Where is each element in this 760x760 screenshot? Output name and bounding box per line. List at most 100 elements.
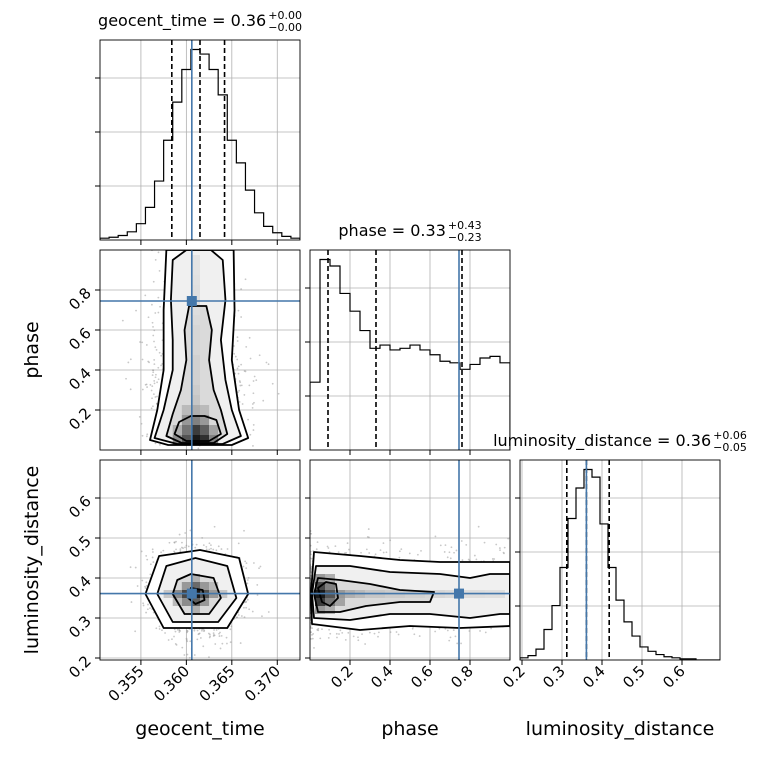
scatter-point (189, 529, 192, 532)
scatter-point (150, 407, 153, 410)
scatter-point (335, 632, 338, 635)
scatter-point (156, 395, 158, 398)
scatter-point (176, 628, 179, 631)
scatter-point (155, 348, 158, 351)
scatter-point (154, 259, 157, 261)
scatter-point (129, 388, 132, 391)
scatter-point (202, 645, 205, 648)
hist-luminosity_distance-frame (519, 459, 721, 661)
scatter-point (244, 601, 247, 604)
scatter-point (193, 654, 196, 656)
scatter-point (328, 628, 331, 631)
scatter-point (338, 633, 340, 635)
scatter-point (337, 551, 340, 553)
scatter-point (219, 647, 222, 650)
scatter-point (159, 443, 161, 446)
scatter-point (225, 636, 228, 639)
title-base: geocent_time = 0.36 (98, 11, 266, 31)
title-phase: phase = 0.33 +0.43−0.23 (338, 219, 481, 244)
scatter-point (253, 375, 256, 378)
title-upper-error: +0.06 (713, 429, 747, 442)
scatter-point (152, 561, 155, 563)
scatter-point (259, 565, 262, 568)
hist-phase-frame (309, 249, 511, 451)
scatter-point (218, 632, 220, 635)
scatter-point (183, 654, 186, 656)
scatter-point (477, 525, 480, 528)
scatter-point (262, 399, 265, 402)
scatter-point (344, 638, 347, 641)
scatter-point (157, 366, 160, 369)
scatter-point (154, 396, 157, 398)
scatter-point (243, 394, 246, 396)
density-cell (190, 405, 200, 415)
hist-panel-geocent_time (100, 40, 300, 240)
scatter-point (154, 442, 157, 445)
scatter-point (130, 601, 133, 603)
scatter-point (413, 633, 416, 636)
scatter-point (327, 547, 330, 549)
scatter-point (153, 329, 156, 332)
hist-step-phase (310, 258, 510, 450)
scatter-point (141, 341, 144, 344)
scatter-point (475, 558, 478, 561)
density-cell (190, 606, 200, 614)
density-cell (190, 345, 200, 355)
scatter-point (247, 418, 249, 421)
scatter-point (213, 634, 216, 637)
scatter-point (252, 429, 255, 431)
scatter-point (310, 570, 312, 573)
scatter-point (186, 640, 189, 643)
scatter-point (243, 616, 246, 619)
hist-panel-luminosity_distance (520, 460, 720, 660)
scatter-point (377, 635, 379, 638)
scatter-point (146, 433, 149, 436)
scatter-point (240, 316, 243, 318)
scatter-point (398, 550, 401, 553)
scatter-point (161, 362, 164, 365)
scatter-point (146, 608, 149, 611)
scatter-point (144, 587, 147, 589)
scatter-point (382, 542, 385, 545)
scatter-point (158, 625, 161, 628)
density-cell (190, 275, 200, 285)
scatter-point (167, 639, 170, 641)
scatter-point (238, 401, 241, 403)
scatter-point (256, 584, 259, 586)
density-cell (190, 395, 200, 405)
scatter-point (201, 629, 203, 632)
density-cell (209, 435, 219, 445)
scatter-point (142, 604, 145, 607)
density-cell (190, 285, 200, 295)
density-cell (200, 405, 210, 415)
scatter-point (173, 628, 176, 631)
scatter-point (188, 656, 191, 659)
scatter-point (153, 363, 156, 366)
scatter-point (154, 376, 157, 379)
scatter-point (443, 551, 446, 553)
scatter-point (310, 553, 312, 556)
scatter-point (336, 636, 338, 639)
scatter-point (256, 594, 259, 596)
scatter-point (248, 384, 251, 387)
scatter-point (397, 633, 400, 636)
scatter-point (153, 380, 156, 382)
scatter-point (220, 634, 223, 637)
scatter-point (244, 278, 247, 281)
scatter-point (149, 607, 151, 610)
scatter-point (449, 636, 452, 639)
scatter-point (456, 642, 459, 645)
title-luminosity_distance: luminosity_distance = 0.36 +0.06−0.05 (493, 429, 747, 454)
title-geocent_time: geocent_time = 0.36 +0.00−0.00 (98, 9, 302, 34)
grid-h-1-1 (310, 287, 510, 397)
scatter-point (129, 566, 132, 569)
contour-level-2 (156, 557, 238, 623)
scatter-point (236, 616, 239, 619)
scatter-point (154, 312, 157, 314)
scatter-point (252, 392, 255, 395)
scatter-point (246, 582, 249, 585)
contour-level-3 (149, 250, 250, 446)
scatter-point (142, 602, 145, 605)
scatter-point (327, 636, 330, 639)
scatter-point (347, 631, 350, 634)
